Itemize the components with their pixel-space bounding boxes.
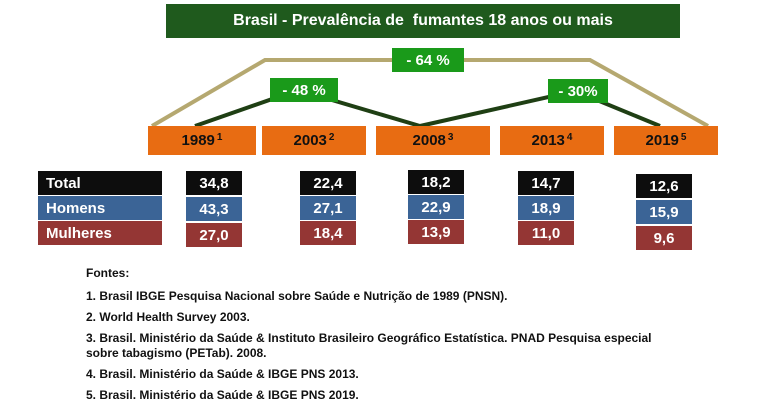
value-total-1989: 34,8 xyxy=(186,171,242,195)
value-homens-2008: 22,9 xyxy=(408,195,464,219)
source-item: 1. Brasil IBGE Pesquisa Nacional sobre S… xyxy=(86,289,508,303)
year-ref: 4 xyxy=(566,132,573,143)
sources-section: Fontes: 1. Brasil IBGE Pesquisa Nacional… xyxy=(86,266,686,409)
value-homens-1989: 43,3 xyxy=(186,197,242,221)
year-label: 2013 xyxy=(531,132,565,149)
source-item: 3. Brasil. Ministério da Saúde & Institu… xyxy=(86,331,652,360)
row-label-mulheres: Mulheres xyxy=(38,221,162,245)
year-label: 1989 xyxy=(181,132,215,149)
source-item: 5. Brasil. Ministério da Saúde & IBGE PN… xyxy=(86,388,359,402)
value-homens-2019: 15,9 xyxy=(636,200,692,224)
year-ref: 2 xyxy=(328,132,335,143)
year-label: 2008 xyxy=(412,132,446,149)
year-label: 2019 xyxy=(645,132,679,149)
value-homens-2013: 18,9 xyxy=(518,196,574,220)
value-mulheres-2013: 11,0 xyxy=(518,221,574,245)
year-2019: 2019 5 xyxy=(614,126,718,155)
value-mulheres-1989: 27,0 xyxy=(186,223,242,247)
value-total-2019: 12,6 xyxy=(636,174,692,198)
source-item: 4. Brasil. Ministério da Saúde & IBGE PN… xyxy=(86,367,359,381)
chart-title: Brasil - Prevalência de fumantes 18 anos… xyxy=(166,4,680,38)
year-ref: 1 xyxy=(216,132,223,143)
year-ref: 5 xyxy=(680,132,687,143)
year-2008: 2008 3 xyxy=(376,126,490,155)
row-label-homens: Homens xyxy=(38,196,162,220)
value-homens-2003: 27,1 xyxy=(300,196,356,220)
value-mulheres-2008: 13,9 xyxy=(408,220,464,244)
year-2013: 2013 4 xyxy=(500,126,604,155)
overall-change-badge: - 64 % xyxy=(392,48,464,72)
year-label: 2003 xyxy=(293,132,327,149)
change-1989-2008-badge: - 48 % xyxy=(270,78,338,102)
change-2008-2019-badge: - 30% xyxy=(548,79,608,103)
value-mulheres-2003: 18,4 xyxy=(300,221,356,245)
row-label-total: Total xyxy=(38,171,162,195)
year-ref: 3 xyxy=(447,132,454,143)
year-2003: 2003 2 xyxy=(262,126,366,155)
value-total-2013: 14,7 xyxy=(518,171,574,195)
value-total-2008: 18,2 xyxy=(408,170,464,194)
change-2008-2019-line xyxy=(419,88,661,128)
sources-heading: Fontes: xyxy=(86,266,130,280)
value-total-2003: 22,4 xyxy=(300,171,356,195)
source-item: 2. World Health Survey 2003. xyxy=(86,310,250,324)
year-1989: 1989 1 xyxy=(148,126,256,155)
value-mulheres-2019: 9,6 xyxy=(636,226,692,250)
